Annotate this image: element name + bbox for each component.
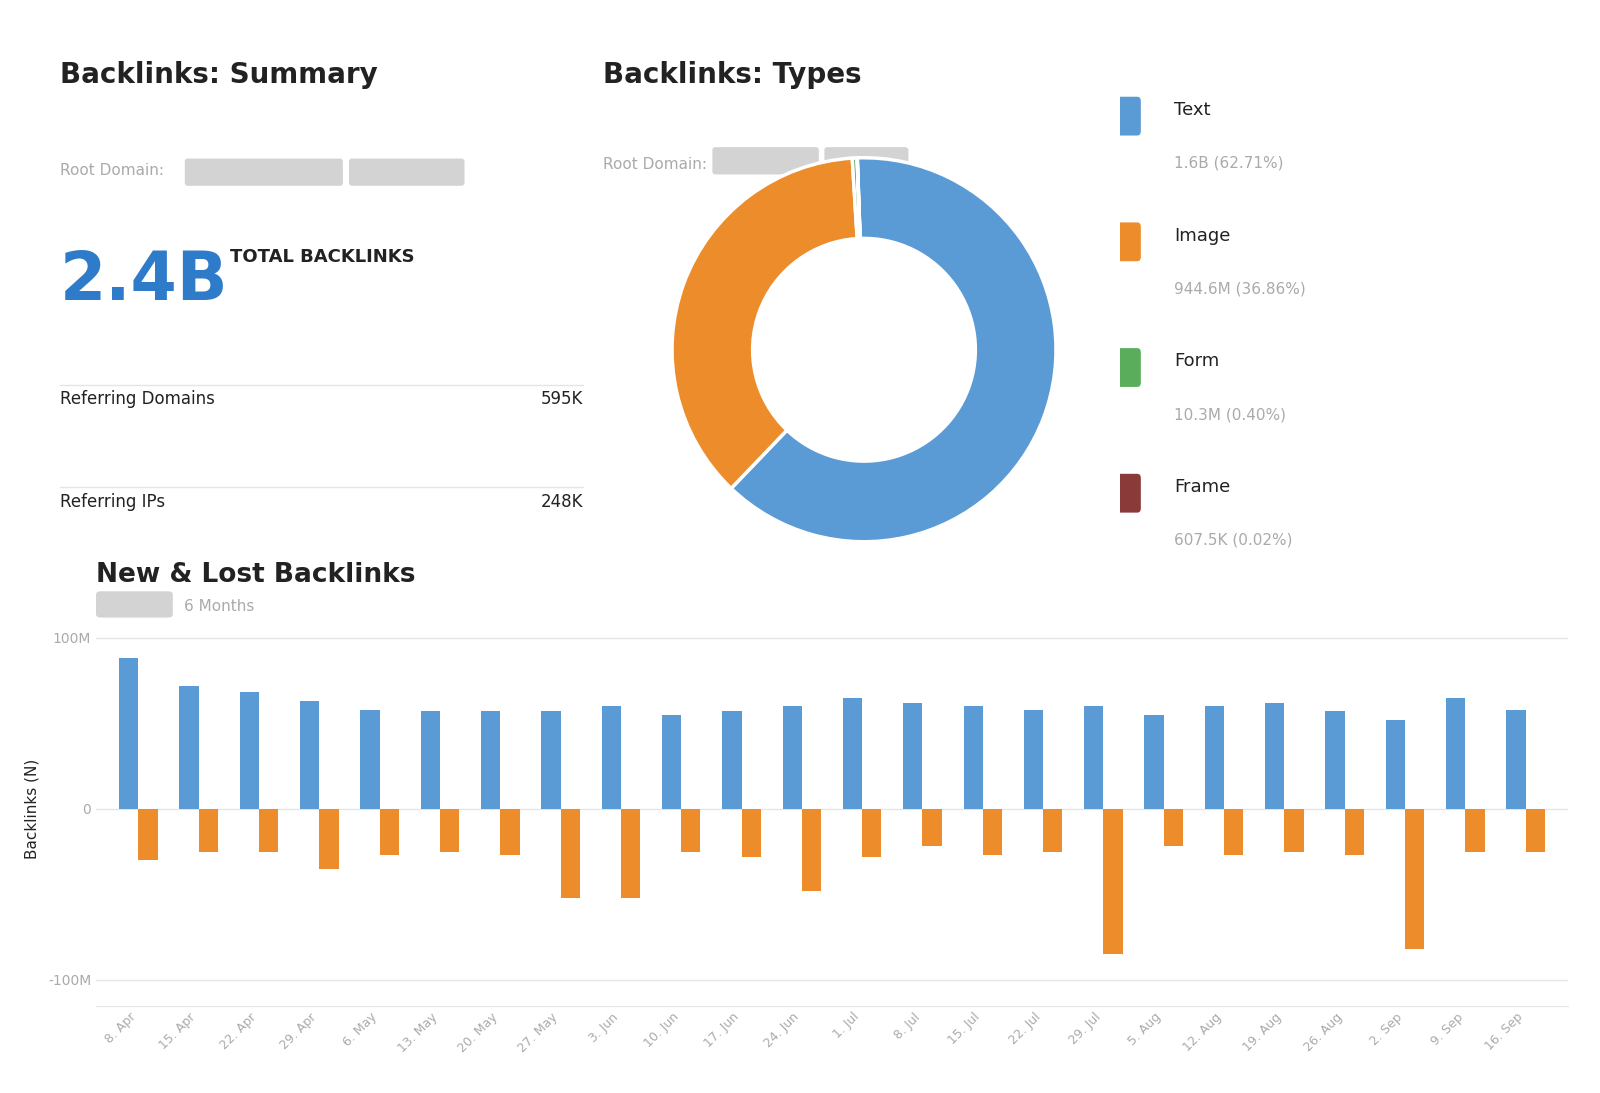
Bar: [982, 809, 1002, 855]
Bar: [320, 809, 339, 869]
Text: Root Domain:: Root Domain:: [603, 157, 707, 173]
Bar: [1285, 809, 1304, 851]
Bar: [1466, 809, 1485, 851]
Bar: [1085, 706, 1104, 809]
Bar: [862, 809, 882, 857]
FancyBboxPatch shape: [1117, 96, 1141, 136]
FancyBboxPatch shape: [712, 148, 819, 175]
Bar: [662, 715, 682, 809]
Bar: [421, 712, 440, 809]
Wedge shape: [672, 158, 858, 489]
Text: Root Domain:: Root Domain:: [61, 163, 165, 178]
Wedge shape: [858, 157, 861, 238]
FancyBboxPatch shape: [349, 158, 464, 186]
Bar: [1024, 709, 1043, 809]
FancyBboxPatch shape: [1117, 473, 1141, 513]
Text: 6 Months: 6 Months: [184, 599, 254, 614]
Bar: [1144, 715, 1163, 809]
Bar: [440, 809, 459, 851]
Bar: [902, 703, 923, 809]
Bar: [1405, 809, 1424, 949]
Bar: [240, 693, 259, 809]
Wedge shape: [853, 157, 859, 238]
Bar: [682, 809, 701, 851]
Text: 10.3M (0.40%): 10.3M (0.40%): [1174, 407, 1286, 422]
Bar: [560, 809, 579, 897]
Text: Backlinks: Summary: Backlinks: Summary: [61, 61, 378, 89]
Bar: [198, 809, 218, 851]
Text: 944.6M (36.86%): 944.6M (36.86%): [1174, 281, 1306, 296]
Bar: [501, 809, 520, 855]
Bar: [1104, 809, 1123, 954]
Bar: [1344, 809, 1365, 855]
Bar: [782, 706, 802, 809]
Bar: [360, 709, 379, 809]
Bar: [299, 701, 320, 809]
Bar: [541, 712, 560, 809]
Bar: [1446, 697, 1466, 809]
Bar: [802, 809, 821, 891]
Text: Referring Domains: Referring Domains: [61, 390, 214, 409]
Bar: [1266, 703, 1285, 809]
Text: TOTAL BACKLINKS: TOTAL BACKLINKS: [230, 248, 414, 267]
Bar: [179, 685, 198, 809]
Bar: [1163, 809, 1182, 846]
Y-axis label: Backlinks (N): Backlinks (N): [24, 759, 40, 859]
Text: Image: Image: [1174, 226, 1230, 245]
Bar: [843, 697, 862, 809]
Text: Form: Form: [1174, 352, 1219, 371]
Bar: [1205, 706, 1224, 809]
Bar: [1526, 809, 1546, 851]
Text: Frame: Frame: [1174, 479, 1230, 496]
Bar: [1325, 712, 1344, 809]
Bar: [1507, 709, 1526, 809]
Text: 248K: 248K: [541, 493, 582, 510]
Bar: [741, 809, 762, 857]
Bar: [923, 809, 942, 846]
Bar: [722, 712, 741, 809]
Text: 2.4B: 2.4B: [61, 248, 229, 315]
Bar: [1043, 809, 1062, 851]
Text: Text: Text: [1174, 101, 1210, 119]
Bar: [602, 706, 621, 809]
Text: 595K: 595K: [541, 390, 582, 409]
Bar: [1386, 720, 1405, 809]
Text: Backlinks: Types: Backlinks: Types: [603, 61, 862, 89]
Text: Referring IPs: Referring IPs: [61, 493, 165, 510]
Bar: [621, 809, 640, 897]
Bar: [379, 809, 398, 855]
FancyBboxPatch shape: [1117, 348, 1141, 387]
Text: 607.5K (0.02%): 607.5K (0.02%): [1174, 532, 1293, 548]
Bar: [138, 809, 157, 860]
Bar: [1224, 809, 1243, 855]
Bar: [118, 658, 138, 809]
Bar: [963, 706, 982, 809]
Text: 1.6B (62.71%): 1.6B (62.71%): [1174, 155, 1283, 171]
FancyBboxPatch shape: [186, 158, 342, 186]
Wedge shape: [731, 157, 1056, 542]
Text: New & Lost Backlinks: New & Lost Backlinks: [96, 562, 416, 588]
Bar: [482, 712, 501, 809]
FancyBboxPatch shape: [1117, 222, 1141, 261]
Bar: [259, 809, 278, 851]
FancyBboxPatch shape: [824, 148, 909, 175]
